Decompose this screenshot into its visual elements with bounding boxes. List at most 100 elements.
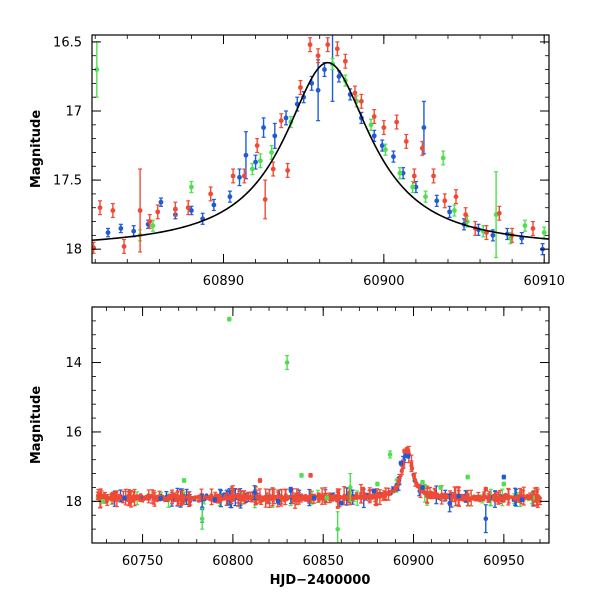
top-red-point — [185, 205, 191, 211]
top-red-point — [155, 209, 161, 215]
top-blue-point — [434, 198, 440, 204]
bottom-cloud-red-point — [174, 495, 178, 499]
bottom-red-point — [113, 495, 118, 501]
bottom-cloud-red-point — [440, 492, 444, 497]
top-red-point — [121, 244, 127, 249]
bottom-cloud-red-point — [306, 496, 310, 501]
bottom-cloud-red-point — [503, 492, 508, 497]
top-red-point — [453, 194, 459, 200]
bottom-red-point — [167, 493, 172, 499]
bottom-cloud-red-point — [132, 495, 137, 500]
bottom-x-tick-label: 60850 — [303, 554, 344, 569]
top-blue-point — [371, 133, 377, 139]
top-red-point — [172, 206, 178, 212]
bottom-red-point — [257, 478, 263, 483]
bottom-y-axis-label: Magnitude — [29, 386, 44, 465]
bottom-cloud-red-point — [389, 489, 393, 494]
bottom-cloud-red-point — [140, 499, 145, 503]
bottom-cloud-red-point — [230, 498, 235, 502]
bottom-cloud-red-point — [499, 497, 503, 502]
bottom-cloud-red-point — [395, 484, 399, 488]
top-red-point — [315, 53, 321, 59]
bottom-cloud-red-point — [301, 496, 306, 500]
bottom-green-point — [226, 316, 232, 322]
top-red-point — [403, 139, 409, 144]
bottom-y-tick-label: 18 — [65, 495, 82, 510]
bottom-cloud-red-point — [453, 493, 457, 497]
bottom-y-tick-label: 16 — [65, 425, 82, 440]
bottom-cloud-red-point — [126, 493, 131, 498]
bottom-blue-point — [456, 493, 461, 499]
bottom-green-point — [335, 526, 340, 532]
bottom-blue-point — [398, 460, 404, 466]
bottom-cloud-red-point — [393, 488, 397, 493]
bottom-cloud-red-point — [523, 495, 528, 499]
top-blue-point — [237, 174, 242, 180]
bottom-blue-point — [275, 499, 281, 504]
bottom-blue-point — [122, 495, 127, 501]
top-green-point — [397, 170, 403, 176]
top-green-point — [440, 155, 446, 161]
bottom-blue-point — [371, 488, 377, 494]
top-blue-point — [336, 74, 342, 79]
top-blue-point — [105, 230, 111, 236]
top-blue-point — [315, 87, 321, 93]
bottom-blue-point — [252, 490, 257, 495]
bottom-red-point — [405, 448, 411, 454]
bottom-cloud-red-point — [278, 496, 282, 500]
top-blue-point — [447, 209, 452, 215]
top-red-point — [262, 197, 268, 202]
bottom-red-point — [528, 495, 534, 501]
bottom-green-point — [501, 481, 507, 487]
bottom-cloud-red-point — [491, 493, 496, 498]
bottom-cloud-red-point — [258, 494, 262, 498]
top-red-point — [325, 42, 331, 48]
bottom-green-point — [375, 481, 380, 487]
top-red-point — [270, 166, 276, 172]
top-green-point — [522, 223, 528, 229]
top-x-tick-label: 60900 — [363, 274, 404, 289]
bottom-cloud-red-point — [292, 498, 297, 502]
bottom-cloud-red-point — [410, 466, 415, 470]
top-green-point — [383, 147, 388, 153]
top-blue-point — [421, 125, 427, 130]
top-panel: 16.5 17 17.5 18 60890 60900 60910 Magnitude — [29, 34, 565, 289]
bottom-cloud-red-point — [259, 499, 263, 504]
bottom-cloud-red-point — [478, 498, 482, 503]
bottom-cloud-red-point — [399, 473, 403, 478]
bottom-red-point — [335, 497, 340, 502]
bottom-red-point — [230, 488, 236, 494]
top-red-point — [334, 46, 340, 52]
bottom-cloud-red-point — [218, 497, 222, 502]
bottom-green-point — [100, 499, 106, 504]
bottom-cloud-red-point — [129, 497, 133, 501]
bottom-blue-point — [483, 516, 489, 522]
bottom-green-point — [348, 485, 353, 490]
bottom-cloud-red-point — [341, 497, 346, 502]
top-green-point — [541, 230, 547, 236]
bottom-cloud-red-point — [241, 494, 245, 499]
top-green-point — [451, 208, 457, 213]
bottom-cloud-red-point — [147, 494, 151, 499]
top-plot-frame — [91, 34, 550, 264]
bottom-blue-point — [288, 486, 293, 492]
bottom-cloud-red-point — [482, 492, 486, 497]
bottom-blue-point — [212, 497, 218, 502]
bottom-green-point — [199, 516, 205, 522]
top-red-point — [442, 198, 448, 204]
bottom-cloud-red-point — [267, 496, 272, 501]
top-red-point — [208, 191, 214, 197]
bottom-green-point — [465, 474, 471, 480]
top-blue-point — [379, 143, 385, 148]
top-blue-point — [261, 125, 266, 130]
bottom-cloud-red-point — [295, 496, 300, 501]
top-green-point — [257, 158, 263, 164]
top-green-point — [249, 166, 255, 172]
bottom-cloud-red-point — [503, 496, 508, 501]
bottom-cloud-red-point — [293, 494, 297, 498]
top-y-tick-label: 18 — [65, 243, 82, 258]
top-red-point — [394, 119, 400, 125]
bottom-cloud-red-point — [319, 494, 324, 498]
bottom-blue-point — [420, 485, 425, 490]
bottom-green-point — [324, 495, 330, 501]
